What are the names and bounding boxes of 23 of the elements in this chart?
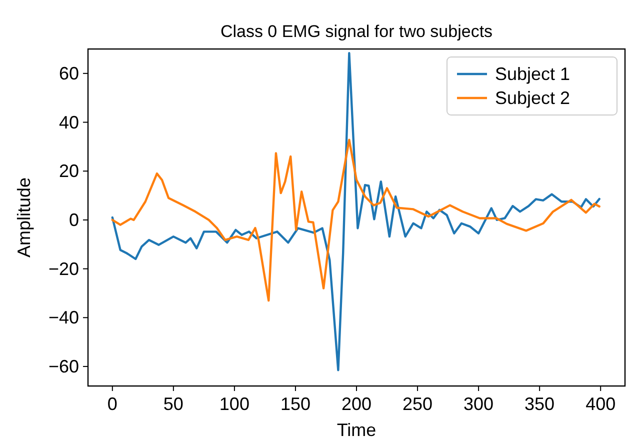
x-tick-label: 350 [524, 394, 555, 414]
x-tick-label: 50 [163, 394, 184, 414]
x-tick-label: 300 [464, 394, 494, 414]
y-tick-label: −40 [48, 308, 79, 328]
y-tick-label: −20 [48, 258, 79, 279]
y-axis-title: Amplitude [14, 177, 34, 258]
x-tick-label: 400 [586, 394, 616, 414]
x-tick-label: 100 [219, 394, 250, 414]
legend-label: Subject 1 [495, 64, 570, 84]
chart-title: Class 0 EMG signal for two subjects [220, 22, 493, 41]
x-tick-label: 0 [107, 394, 118, 414]
y-tick-label: 60 [58, 63, 79, 84]
line-series [111, 138, 600, 302]
x-tick-label: 200 [341, 394, 372, 414]
y-tick-label: −60 [48, 356, 79, 376]
x-axis-title: Time [336, 420, 376, 440]
legend-label: Subject 2 [495, 88, 570, 108]
x-tick-label: 150 [280, 394, 310, 414]
y-tick-label: 40 [58, 112, 79, 132]
x-tick-label: 250 [402, 394, 433, 414]
y-tick-label: 20 [58, 161, 79, 182]
line-series [111, 52, 600, 372]
y-tick-label: 0 [68, 210, 79, 230]
